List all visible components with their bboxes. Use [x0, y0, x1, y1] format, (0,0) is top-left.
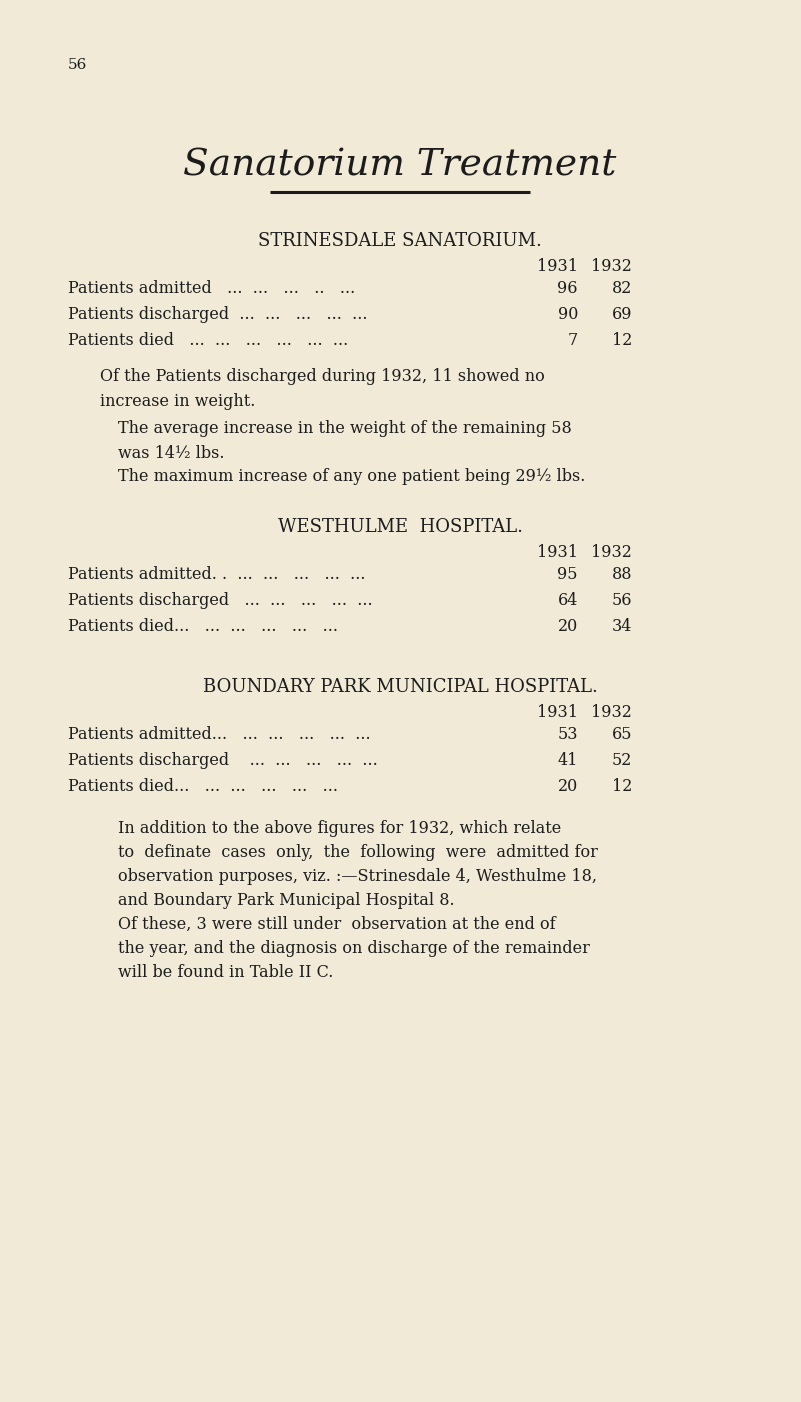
- Text: Patients admitted...   ...  ...   ...   ...  ...: Patients admitted... ... ... ... ... ...: [68, 726, 371, 743]
- Text: 1932: 1932: [591, 704, 632, 721]
- Text: 65: 65: [611, 726, 632, 743]
- Text: Patients admitted. .  ...  ...   ...   ...  ...: Patients admitted. . ... ... ... ... ...: [68, 566, 365, 583]
- Text: Patients died   ...  ...   ...   ...   ...  ...: Patients died ... ... ... ... ... ...: [68, 332, 348, 349]
- Text: 1931: 1931: [537, 258, 578, 275]
- Text: Patients discharged    ...  ...   ...   ...  ...: Patients discharged ... ... ... ... ...: [68, 751, 378, 770]
- Text: 1931: 1931: [537, 704, 578, 721]
- Text: 1932: 1932: [591, 544, 632, 561]
- Text: 41: 41: [557, 751, 578, 770]
- Text: Patients discharged   ...  ...   ...   ...  ...: Patients discharged ... ... ... ... ...: [68, 592, 372, 608]
- Text: 1932: 1932: [591, 258, 632, 275]
- Text: Patients discharged  ...  ...   ...   ...  ...: Patients discharged ... ... ... ... ...: [68, 306, 368, 322]
- Text: 20: 20: [557, 778, 578, 795]
- Text: In addition to the above figures for 1932, which relate
to  definate  cases  onl: In addition to the above figures for 193…: [118, 820, 598, 910]
- Text: 64: 64: [557, 592, 578, 608]
- Text: Sanatorium Treatment: Sanatorium Treatment: [183, 149, 617, 184]
- Text: Patients admitted   ...  ...   ...   ..   ...: Patients admitted ... ... ... .. ...: [68, 280, 356, 297]
- Text: 96: 96: [557, 280, 578, 297]
- Text: Patients died...   ...  ...   ...   ...   ...: Patients died... ... ... ... ... ...: [68, 618, 338, 635]
- Text: BOUNDARY PARK MUNICIPAL HOSPITAL.: BOUNDARY PARK MUNICIPAL HOSPITAL.: [203, 679, 598, 695]
- Text: STRINESDALE SANATORIUM.: STRINESDALE SANATORIUM.: [258, 231, 542, 250]
- Text: Of these, 3 were still under  observation at the end of
the year, and the diagno: Of these, 3 were still under observation…: [118, 916, 590, 981]
- Text: 52: 52: [612, 751, 632, 770]
- Text: Patients died...   ...  ...   ...   ...   ...: Patients died... ... ... ... ... ...: [68, 778, 338, 795]
- Text: 90: 90: [557, 306, 578, 322]
- Text: 82: 82: [612, 280, 632, 297]
- Text: Of the Patients discharged during 1932, 11 showed no
increase in weight.: Of the Patients discharged during 1932, …: [100, 367, 545, 409]
- Text: 1931: 1931: [537, 544, 578, 561]
- Text: 56: 56: [68, 57, 87, 72]
- Text: 34: 34: [612, 618, 632, 635]
- Text: 20: 20: [557, 618, 578, 635]
- Text: 88: 88: [611, 566, 632, 583]
- Text: 12: 12: [612, 778, 632, 795]
- Text: 7: 7: [568, 332, 578, 349]
- Text: WESTHULME  HOSPITAL.: WESTHULME HOSPITAL.: [277, 517, 522, 536]
- Text: 12: 12: [612, 332, 632, 349]
- Text: The maximum increase of any one patient being 29½ lbs.: The maximum increase of any one patient …: [118, 468, 586, 485]
- Text: 53: 53: [557, 726, 578, 743]
- Text: 95: 95: [557, 566, 578, 583]
- Text: The average increase in the weight of the remaining 58
was 14½ lbs.: The average increase in the weight of th…: [118, 421, 572, 461]
- Text: 69: 69: [611, 306, 632, 322]
- Text: 56: 56: [611, 592, 632, 608]
